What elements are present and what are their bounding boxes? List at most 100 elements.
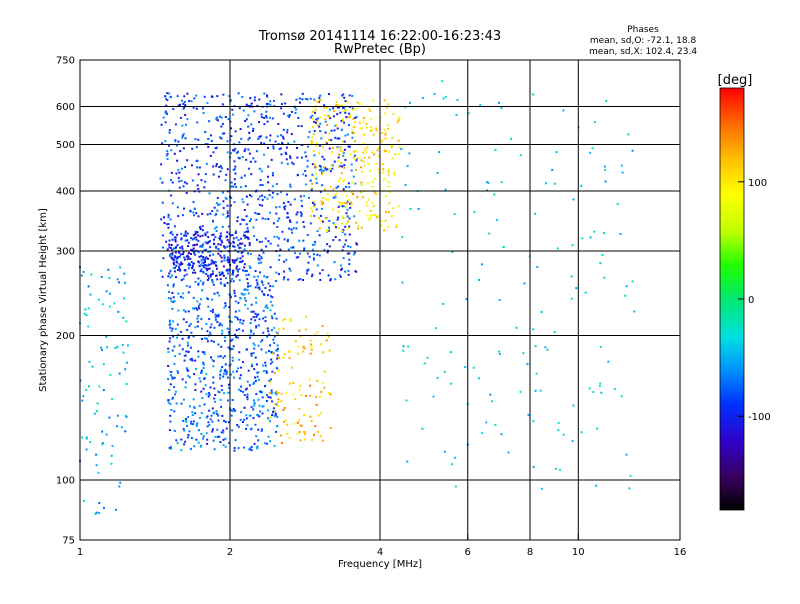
data-point	[168, 92, 171, 95]
data-point	[245, 215, 248, 218]
data-point	[207, 305, 210, 308]
data-point	[176, 442, 179, 444]
data-point	[206, 415, 209, 418]
data-point	[588, 387, 591, 390]
data-point	[259, 179, 262, 181]
data-point	[254, 296, 257, 299]
data-point	[311, 248, 314, 251]
data-point	[325, 339, 328, 342]
data-point	[534, 345, 537, 348]
data-point	[332, 222, 335, 225]
data-point	[167, 399, 170, 401]
data-point	[370, 126, 373, 128]
data-point	[181, 247, 184, 250]
data-point	[326, 228, 329, 231]
data-point	[217, 419, 220, 422]
data-point	[177, 333, 180, 336]
data-point	[341, 165, 344, 168]
data-point	[198, 265, 201, 268]
data-point	[485, 421, 488, 424]
data-point	[87, 325, 90, 328]
data-point	[225, 197, 228, 200]
data-point	[219, 165, 222, 168]
data-point	[237, 367, 240, 370]
data-point	[359, 190, 362, 193]
data-point	[341, 140, 344, 143]
data-point	[192, 296, 195, 299]
data-point	[250, 329, 252, 332]
data-point	[252, 352, 255, 355]
data-point	[209, 250, 212, 253]
data-point	[473, 210, 476, 213]
data-point	[332, 239, 335, 242]
data-point	[273, 372, 276, 374]
y-tick-label: 750	[56, 56, 75, 67]
data-point	[443, 370, 446, 373]
data-point	[250, 303, 253, 306]
data-point	[395, 224, 398, 226]
data-point	[299, 335, 302, 338]
data-point	[203, 363, 205, 366]
data-point	[196, 317, 199, 320]
data-point	[199, 270, 202, 273]
data-point	[342, 245, 345, 248]
data-point	[282, 409, 285, 411]
data-point	[118, 372, 121, 375]
data-point	[555, 151, 558, 154]
data-point	[306, 252, 309, 255]
data-point	[102, 389, 105, 391]
data-point	[97, 471, 100, 474]
data-point	[247, 125, 250, 128]
data-point	[204, 234, 207, 237]
data-point	[348, 94, 351, 97]
data-point	[238, 247, 241, 250]
data-point	[278, 217, 281, 220]
data-point	[280, 134, 283, 137]
data-point	[249, 322, 252, 325]
data-point	[239, 223, 242, 226]
data-point	[210, 278, 213, 281]
data-point	[227, 215, 230, 217]
data-point	[95, 453, 98, 456]
data-point	[326, 217, 328, 220]
data-point	[267, 409, 270, 412]
data-point	[258, 415, 261, 418]
data-point	[310, 275, 313, 278]
data-point	[193, 420, 195, 423]
data-point	[351, 181, 354, 184]
data-point	[273, 335, 276, 338]
stats-heading: Phases	[627, 25, 659, 35]
data-point	[341, 180, 344, 183]
data-point	[243, 394, 246, 396]
data-point	[355, 107, 358, 110]
data-point	[287, 114, 290, 117]
data-point	[252, 332, 255, 335]
data-point	[323, 248, 326, 251]
data-point	[211, 281, 214, 284]
data-point	[176, 370, 179, 373]
data-point	[351, 107, 354, 110]
data-point	[311, 141, 314, 143]
data-point	[239, 297, 242, 300]
data-point	[186, 425, 188, 427]
data-point	[160, 123, 163, 126]
data-point	[438, 151, 441, 154]
data-point	[309, 352, 312, 355]
data-point	[306, 269, 309, 272]
data-point	[276, 425, 279, 428]
data-point	[227, 421, 230, 424]
data-point	[371, 201, 374, 204]
data-point	[108, 277, 111, 280]
data-point	[551, 168, 554, 171]
data-point	[276, 367, 279, 370]
data-point	[240, 186, 242, 189]
data-point	[347, 245, 350, 248]
data-point	[335, 226, 337, 229]
data-point	[236, 336, 239, 339]
data-point	[269, 420, 271, 423]
data-point	[172, 266, 175, 269]
data-point	[270, 358, 273, 361]
data-point	[344, 106, 347, 109]
data-point	[216, 412, 219, 415]
data-point	[177, 176, 180, 179]
